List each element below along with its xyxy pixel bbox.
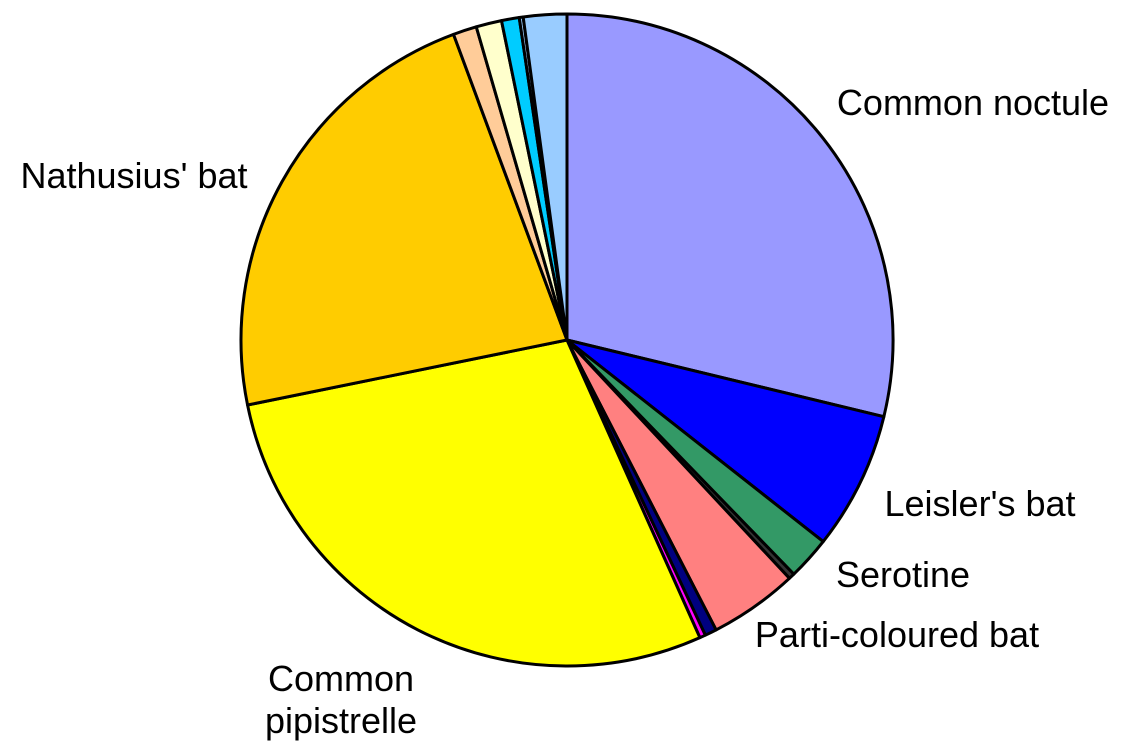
pie-slices bbox=[239, 12, 895, 668]
slice-label-parti-coloured-bat: Parti-coloured bat bbox=[755, 614, 1039, 655]
slice-label-nathusius-bat: Nathusius' bat bbox=[20, 155, 247, 196]
pie-slice-common-noctule bbox=[565, 12, 895, 419]
pie-slice-leisler-s-bat bbox=[565, 338, 886, 544]
slice-label-common-pipistrelle: Common pipistrelle bbox=[265, 658, 417, 741]
slice-label-leislers-bat: Leisler's bat bbox=[885, 483, 1076, 524]
pie-slice-slice-13 bbox=[521, 12, 569, 342]
slice-label-common-noctule: Common noctule bbox=[837, 82, 1109, 123]
pie-slice-common-pipistrelle bbox=[246, 338, 702, 668]
pie-slice-nathusius-bat bbox=[239, 32, 569, 407]
slice-label-serotine: Serotine bbox=[836, 554, 970, 595]
